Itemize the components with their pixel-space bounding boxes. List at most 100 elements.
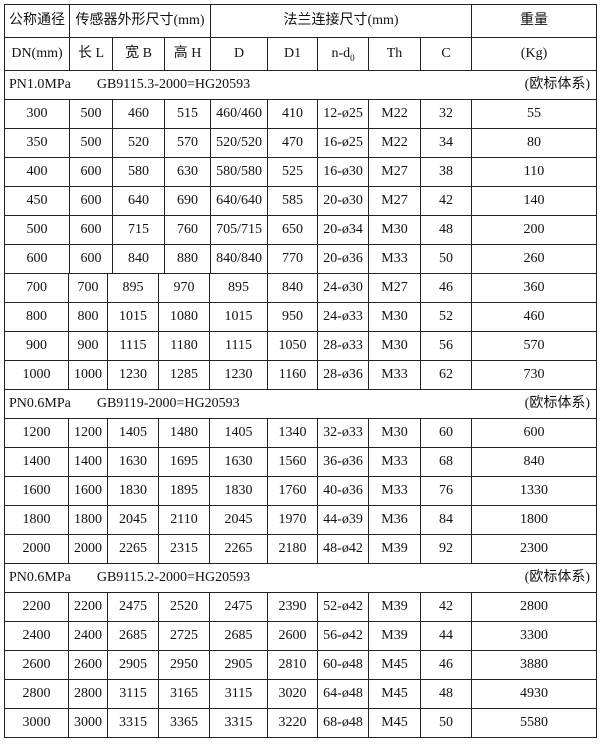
table-row: 400 600 580 630 580/580 525 16-ø30 M27 38 110 xyxy=(4,157,597,187)
header-row-2: DN(mm) 长 L 宽 B 高 H D D1 n-d0 Th C (Kg) xyxy=(4,37,597,71)
table-cell: 2600 xyxy=(68,649,108,680)
table-cell: 2045 xyxy=(107,504,159,535)
table-row: 900 900 1115 1180 1115 1050 28-ø33 M30 56 570 xyxy=(4,330,597,361)
table-cell: 360 xyxy=(471,272,597,303)
table-cell: 2905 xyxy=(107,649,159,680)
table-cell: 40-ø36 xyxy=(317,475,369,506)
col-nd0: n-d0 xyxy=(317,37,370,71)
dn-unit: DN(mm) xyxy=(4,37,70,71)
table-cell: 1180 xyxy=(158,330,210,361)
table-cell: 690 xyxy=(163,186,212,216)
table-cell: 3315 xyxy=(209,707,268,738)
table-cell: 600 xyxy=(69,157,113,187)
table-cell: M22 xyxy=(368,128,422,158)
table-cell: 3315 xyxy=(107,707,159,738)
col-th: Th xyxy=(368,37,422,71)
table-row: 800 800 1015 1080 1015 950 24-ø33 M30 52 460 xyxy=(4,301,597,332)
table-cell: 62 xyxy=(420,359,472,390)
table-cell: M27 xyxy=(368,157,422,187)
table-cell: 1400 xyxy=(68,446,108,477)
table-cell: 2265 xyxy=(107,533,159,564)
section-header: PN1.0MPa GB9115.3-2000=HG20593 (欧标体系) xyxy=(4,70,597,100)
table-cell: 55 xyxy=(471,99,597,129)
table-cell: 515 xyxy=(163,99,212,129)
table-cell: 570 xyxy=(471,330,597,361)
table-cell: 1000 xyxy=(4,359,69,390)
table-cell: 520 xyxy=(112,128,165,158)
table-cell: 640/640 xyxy=(210,186,269,216)
table-cell: 600 xyxy=(69,186,113,216)
table-cell: 42 xyxy=(420,591,472,622)
table-row: 300 500 460 515 460/460 410 12-ø25 M22 32 55 xyxy=(4,99,597,129)
table-cell: 3165 xyxy=(158,678,210,709)
table-cell: 1695 xyxy=(158,446,210,477)
table-cell: 1800 xyxy=(68,504,108,535)
table-cell: 1015 xyxy=(209,301,268,332)
table-cell: 16-ø25 xyxy=(317,128,370,158)
table-cell: 2180 xyxy=(267,533,318,564)
table-cell: 2400 xyxy=(68,620,108,651)
table-cell: 5580 xyxy=(471,707,597,738)
table-cell: 2265 xyxy=(209,533,268,564)
spec-table-wrapper: 公称通径 传感器外形尺寸(mm) 法兰连接尺寸(mm) 重量 DN(mm) 长 … xyxy=(4,4,597,738)
table-cell: 20-ø34 xyxy=(317,215,370,245)
table-cell: 1630 xyxy=(209,446,268,477)
col-height: 高 H xyxy=(163,37,212,71)
table-cell: 3000 xyxy=(68,707,108,738)
table-cell: 84 xyxy=(420,504,472,535)
table-cell: 140 xyxy=(471,186,597,216)
table-row: 350 500 520 570 520/520 470 16-ø25 M22 34 80 xyxy=(4,128,597,158)
table-cell: 1015 xyxy=(107,301,159,332)
table-cell: 2300 xyxy=(471,533,597,564)
table-cell: 3220 xyxy=(267,707,318,738)
table-cell: 880 xyxy=(163,244,212,274)
table-cell: 2475 xyxy=(209,591,268,622)
table-cell: 2200 xyxy=(68,591,108,622)
table-cell: 1160 xyxy=(267,359,318,390)
table-row: 2800 2800 3115 3165 3115 3020 64-ø48 M45 48 4930 xyxy=(4,678,597,709)
table-cell: 2600 xyxy=(4,649,69,680)
sensor-dimension-header: 传感器外形尺寸(mm) xyxy=(68,4,212,38)
table-cell: 200 xyxy=(471,215,597,245)
table-cell: M39 xyxy=(368,620,421,651)
flange-standard: GB9119-2000=HG20593 xyxy=(96,395,240,411)
table-row: 1400 1400 1630 1695 1630 1560 36-ø36 M33 68 840 xyxy=(4,446,597,477)
table-cell: 895 xyxy=(107,272,159,303)
table-cell: 1405 xyxy=(209,417,268,448)
table-row: 2400 2400 2685 2725 2685 2600 56-ø42 M39 44 3300 xyxy=(4,620,597,651)
table-cell: 650 xyxy=(267,215,319,245)
table-cell: 2800 xyxy=(471,591,597,622)
table-cell: 600 xyxy=(69,215,113,245)
table-cell: 32 xyxy=(420,99,473,129)
table-cell: 840 xyxy=(267,272,318,303)
table-cell: 46 xyxy=(420,649,472,680)
table-cell: 730 xyxy=(471,359,597,390)
table-cell: M27 xyxy=(368,272,421,303)
table-cell: M45 xyxy=(368,678,421,709)
table-cell: 2685 xyxy=(209,620,268,651)
col-nd0-label: n-d xyxy=(331,46,351,61)
table-cell: 2725 xyxy=(158,620,210,651)
table-cell: 16-ø30 xyxy=(317,157,370,187)
table-cell: 56 xyxy=(420,330,472,361)
table-cell: 460/460 xyxy=(210,99,269,129)
table-row: 2000 2000 2265 2315 2265 2180 48-ø42 M39 92 2300 xyxy=(4,533,597,564)
table-cell: M45 xyxy=(368,649,421,680)
table-cell: 1760 xyxy=(267,475,318,506)
header-row-1: 公称通径 传感器外形尺寸(mm) 法兰连接尺寸(mm) 重量 xyxy=(4,4,597,38)
table-row: 600 600 840 880 840/840 770 20-ø36 M33 50 260 xyxy=(4,244,597,274)
table-cell: 1830 xyxy=(107,475,159,506)
table-cell: 60 xyxy=(420,417,472,448)
table-cell: 410 xyxy=(267,99,319,129)
table-cell: 470 xyxy=(267,128,319,158)
table-cell: 1800 xyxy=(471,504,597,535)
col-nd0-subscript: 0 xyxy=(350,52,355,63)
pressure-rating: PN0.6MPa xyxy=(9,395,71,411)
table-cell: 48 xyxy=(420,215,473,245)
table-cell: 500 xyxy=(69,99,113,129)
table-row: 3000 3000 3315 3365 3315 3220 68-ø48 M45 50 5580 xyxy=(4,707,597,738)
table-cell: 580 xyxy=(112,157,165,187)
table-cell: M33 xyxy=(368,446,421,477)
table-cell: 46 xyxy=(420,272,472,303)
table-row: 500 600 715 760 705/715 650 20-ø34 M30 48 200 xyxy=(4,215,597,245)
